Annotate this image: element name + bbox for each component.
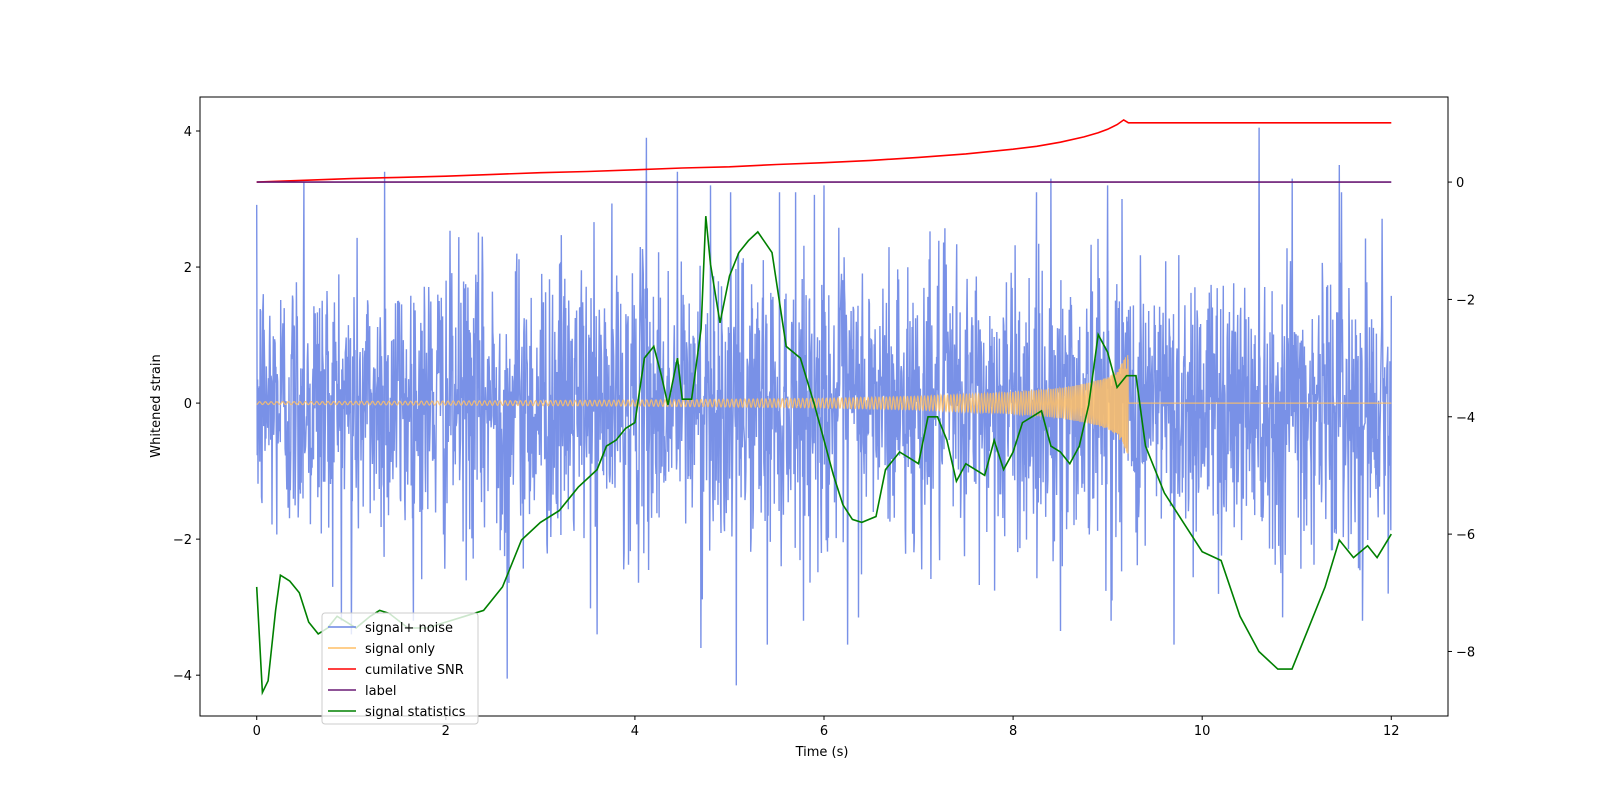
ticks-layer: 0 2 4 6 8 10 12 −4 −2 0 2 4 −8 −6 −4 −2 0 xyxy=(173,125,1475,739)
x-tick-label: 12 xyxy=(1383,724,1400,739)
legend-label: label xyxy=(365,684,396,699)
y-tick-label-right: −4 xyxy=(1456,411,1475,426)
legend-label: signal+ noise xyxy=(365,621,453,636)
y-tick-label-left: 0 xyxy=(184,397,192,412)
series-line-cumilative-snr xyxy=(256,118,1392,183)
y-tick-label-left: −4 xyxy=(173,669,192,684)
y-tick-label-left: 4 xyxy=(184,125,192,140)
y-tick-label-right: −2 xyxy=(1456,293,1475,308)
x-axis-label: Time (s) xyxy=(795,745,849,760)
plot-layer xyxy=(255,118,1392,696)
y-tick-label-right: 0 xyxy=(1456,176,1464,191)
legend: signal+ noise signal only cumilative SNR la… xyxy=(321,612,479,725)
legend-label: signal only xyxy=(365,642,435,657)
x-tick-label: 6 xyxy=(820,724,828,739)
legend-label: signal statistics xyxy=(365,705,466,720)
series-line-signal-only xyxy=(256,355,1392,454)
y-axis-label-left: Whitened strain xyxy=(149,354,164,457)
y-tick-label-right: −8 xyxy=(1456,645,1475,660)
series-line-signal-noise xyxy=(256,127,1392,686)
legend-label: cumilative SNR xyxy=(365,663,464,678)
legend-box xyxy=(321,612,479,725)
x-tick-label: 10 xyxy=(1194,724,1211,739)
x-tick-label: 0 xyxy=(253,724,261,739)
y-tick-label-left: −2 xyxy=(173,533,192,548)
x-tick-label: 4 xyxy=(631,724,639,739)
y-tick-label-left: 2 xyxy=(184,261,192,276)
x-tick-label: 2 xyxy=(442,724,450,739)
x-tick-label: 8 xyxy=(1009,724,1017,739)
y-tick-label-right: −6 xyxy=(1456,528,1475,543)
